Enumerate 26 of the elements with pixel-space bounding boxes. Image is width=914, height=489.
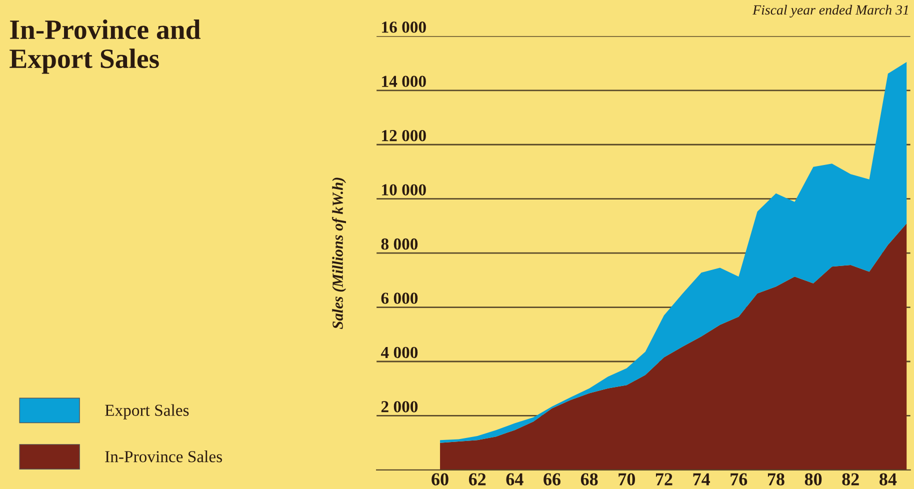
x-tick-label: 82	[842, 473, 859, 486]
y-tick-label: 2 000	[381, 401, 418, 412]
x-tick-label: 80	[804, 473, 822, 486]
y-tick-label: 10 000	[382, 184, 426, 196]
x-tick-label: 68	[580, 473, 598, 486]
x-tick-label: 60	[432, 473, 448, 486]
x-tick-label: 66	[544, 473, 561, 486]
x-tick-label: 70	[618, 473, 635, 486]
y-tick-label: 8 000	[381, 238, 418, 250]
x-tick-label: 84	[880, 473, 897, 486]
y-axis-title: Sales (Millions of kW.h)	[332, 178, 346, 330]
legend-label: Export Sales	[105, 404, 189, 420]
y-tick-label: 16 000	[382, 22, 426, 33]
y-tick-label: 14 000	[382, 76, 426, 88]
y-tick-label: 6 000	[381, 292, 418, 304]
x-tick-label: 74	[693, 473, 710, 486]
y-tick-label: 12 000	[382, 130, 426, 142]
x-tick-label: 64	[506, 473, 524, 486]
text: In-Province and Export Sales	[10, 20, 200, 74]
legend-label: In-Province Sales	[105, 450, 222, 462]
text: Fiscal year ended March 31	[752, 4, 908, 18]
y-tick-label: 4 000	[380, 346, 418, 358]
x-tick-label: 72	[656, 473, 672, 486]
x-tick-label: 62	[468, 473, 486, 486]
x-tick-label: 76	[730, 473, 748, 486]
x-tick-label: 78	[768, 473, 784, 486]
